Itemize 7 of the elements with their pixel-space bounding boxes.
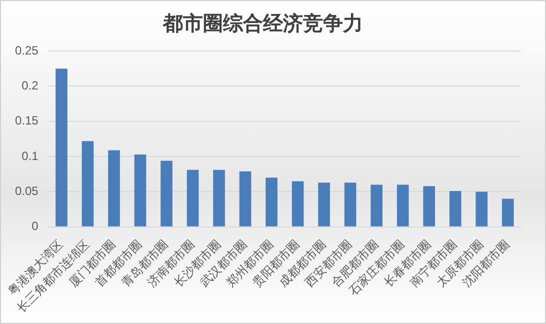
y-tick-label: 0.25	[14, 43, 39, 58]
y-tick-label: 0.05	[14, 184, 39, 198]
y-tick-label: 0.2	[22, 78, 39, 92]
y-tick-label: 0	[32, 219, 39, 234]
chart-title: 都市圈综合经济竞争力	[162, 11, 363, 36]
y-tick-label: 0.15	[14, 114, 39, 128]
y-tick-label: 0.1	[22, 148, 39, 163]
